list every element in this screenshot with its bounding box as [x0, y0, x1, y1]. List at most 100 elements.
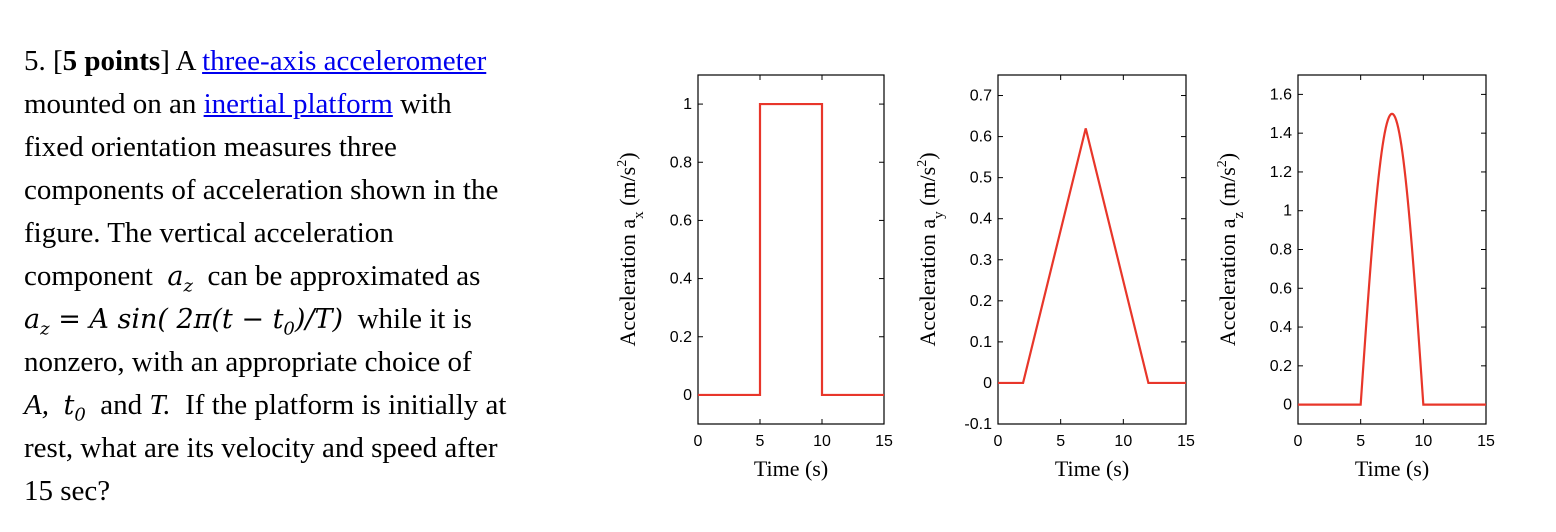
- plot-frame-y: [997, 74, 1187, 425]
- problem-number: 5.: [24, 45, 46, 77]
- series-line-z: [1298, 112, 1486, 406]
- problem-line-2: mounted on an inertial platform with: [24, 83, 584, 126]
- x-tick-label-z: 0: [1294, 433, 1303, 450]
- y-axis-label-close-z: ): [1215, 153, 1240, 160]
- problem-line-6: component az can be approximated as: [24, 255, 584, 298]
- y-tick-label-x: 0.4: [670, 271, 692, 288]
- y-axis-label-sub-x: x: [631, 211, 647, 219]
- y-tick-label-y: 0.7: [970, 88, 992, 105]
- y-tick-label-z: 1: [1283, 203, 1292, 220]
- problem-line-1: 5. [5 points] A three-axis accelerometer: [24, 45, 487, 77]
- var-A: A,: [24, 389, 49, 421]
- problem-line-4: components of acceleration shown in the: [24, 174, 499, 206]
- t0-sub: 0: [74, 404, 86, 426]
- x-tick-label-x: 5: [756, 433, 765, 450]
- y-axis-label-x: Acceleration ax (m/s2): [615, 152, 647, 346]
- y-tick-label-y: 0.6: [970, 129, 992, 146]
- eq-sub0: 0: [283, 318, 295, 340]
- with-text: with: [400, 88, 452, 120]
- y-axis-label-text-x: Acceleration a: [615, 219, 640, 347]
- series-line-x: [698, 102, 884, 397]
- x-tick-label-y: 5: [1056, 433, 1065, 450]
- problem-line-8: nonzero, with an appropriate choice of: [24, 346, 472, 378]
- y-tick-label-y: 0.5: [970, 170, 992, 187]
- plot-frame-z: [1297, 74, 1487, 425]
- y-tick-label-z: 0.8: [1270, 242, 1292, 259]
- problem-line-3: fixed orientation measures three: [24, 131, 397, 163]
- y-tick-label-x: 0.2: [670, 329, 692, 346]
- mounted-text: mounted on an: [24, 88, 197, 120]
- x-tick-label-x: 15: [875, 433, 893, 450]
- y-tick-label-y: 0.4: [970, 211, 992, 228]
- y-axis-label-sup-x: 2: [615, 160, 630, 167]
- points-label: 5 points: [62, 45, 161, 77]
- y-axis-label-unit-y: (m/s: [915, 167, 940, 212]
- three-axis-accelerometer-link[interactable]: three-axis accelerometer: [202, 45, 487, 77]
- y-tick-label-x: 1: [683, 96, 692, 113]
- y-tick-label-y: 0: [983, 375, 992, 392]
- y-tick-label-y: 0.1: [970, 334, 992, 351]
- x-axis-label-y: Time (s): [1055, 456, 1129, 481]
- eq-lhs-sub: z: [40, 318, 50, 340]
- math-az-sub: z: [183, 275, 193, 297]
- y-axis-label-text-z: Acceleration a: [1215, 218, 1240, 346]
- eq-lhs: a: [24, 304, 41, 335]
- initially-text: If the platform is initially at: [185, 389, 507, 421]
- x-tick-label-y: 15: [1177, 433, 1195, 450]
- y-tick-label-x: 0.6: [670, 212, 692, 229]
- y-axis-label-text-y: Acceleration a: [915, 219, 940, 347]
- y-tick-label-z: 0.2: [1270, 358, 1292, 375]
- series-line-y: [998, 128, 1186, 385]
- problem-line-11: 15 sec?: [24, 475, 111, 507]
- x-tick-label-x: 0: [694, 433, 703, 450]
- var-T: T.: [149, 389, 171, 421]
- y-axis-label-close-x: ): [615, 152, 640, 159]
- x-tick-label-z: 5: [1356, 433, 1365, 450]
- problem-line-9: A, t0 and T. If the platform is initiall…: [24, 384, 584, 427]
- y-axis-label-sup-z: 2: [1215, 160, 1230, 167]
- y-axis-label-y: Acceleration ay (m/s2): [915, 152, 947, 346]
- y-tick-label-z: 0.4: [1270, 319, 1292, 336]
- and-text: and: [100, 389, 143, 421]
- approximated-text: can be approximated as: [207, 260, 481, 292]
- y-tick-label-z: 1.4: [1270, 125, 1292, 142]
- inertial-platform-link[interactable]: inertial platform: [203, 88, 393, 120]
- x-tick-label-y: 10: [1114, 433, 1132, 450]
- component-text: component: [24, 260, 153, 292]
- y-axis-label-unit-z: (m/s: [1215, 167, 1240, 212]
- x-tick-label-z: 10: [1414, 433, 1432, 450]
- x-tick-label-z: 15: [1477, 433, 1495, 450]
- math-equation: az = A sin( 2π(t − t0)/T): [24, 304, 344, 338]
- y-tick-label-x: 0: [683, 387, 692, 404]
- y-tick-label-z: 0: [1283, 397, 1292, 414]
- y-axis-label-close-y: ): [915, 152, 940, 159]
- y-tick-label-y: 0.3: [970, 252, 992, 269]
- y-axis-label-z: Acceleration az (m/s2): [1215, 153, 1247, 346]
- problem-line-10: rest, what are its velocity and speed af…: [24, 432, 498, 464]
- math-t0: t0: [63, 390, 85, 424]
- y-axis-label-sup-y: 2: [915, 160, 930, 167]
- x-axis-label-x: Time (s): [754, 456, 828, 481]
- eq-tail: )/T): [294, 304, 344, 335]
- problem-statement: 5. [5 points] A three-axis accelerometer…: [24, 40, 584, 513]
- t0-base: t: [63, 390, 75, 421]
- plot-frame-x: [697, 74, 885, 425]
- y-tick-label-y: 0.2: [970, 293, 992, 310]
- math-az-base: a: [167, 261, 184, 292]
- problem-line-5: figure. The vertical acceleration: [24, 217, 394, 249]
- intro-text: A: [175, 45, 195, 77]
- y-tick-label-y: -0.1: [964, 416, 992, 433]
- x-tick-label-y: 0: [994, 433, 1003, 450]
- y-tick-label-z: 1.2: [1270, 164, 1292, 181]
- y-tick-label-z: 0.6: [1270, 280, 1292, 297]
- y-axis-label-sub-z: z: [1231, 211, 1247, 218]
- while-text: while it is: [357, 303, 472, 335]
- problem-line-7: az = A sin( 2π(t − t0)/T) while it is: [24, 298, 584, 341]
- eq-rhs: = A sin( 2π(t − t: [58, 304, 284, 335]
- x-axis-label-z: Time (s): [1355, 456, 1429, 481]
- y-axis-label-sub-y: y: [931, 211, 947, 219]
- x-tick-label-x: 10: [813, 433, 831, 450]
